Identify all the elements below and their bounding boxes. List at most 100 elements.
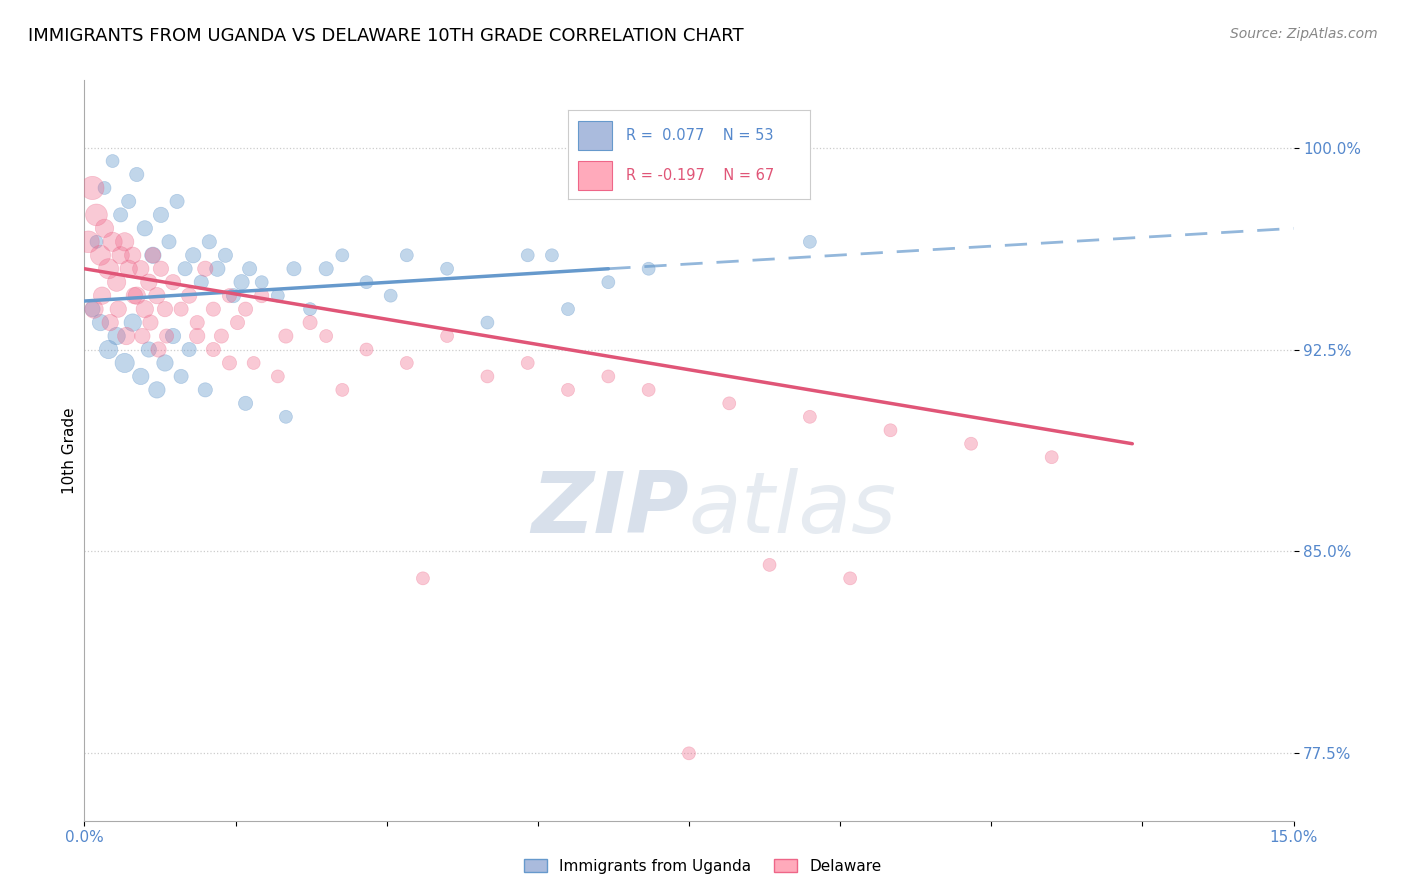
Point (115, 329, 138, 343)
Point (124, 288, 146, 302)
Point (557, 383, 579, 397)
Point (356, 275, 378, 289)
Point (170, 369, 193, 384)
Point (125, 168, 148, 182)
Point (170, 302, 193, 317)
Point (214, 248, 236, 262)
Point (678, 747, 700, 761)
Point (138, 343, 160, 357)
Point (436, 261, 458, 276)
Point (146, 383, 169, 397)
Point (125, 288, 148, 302)
Point (235, 396, 257, 410)
Point (218, 356, 240, 370)
Point (153, 302, 176, 317)
Point (98, 316, 121, 330)
Point (879, 423, 901, 437)
Point (477, 369, 499, 384)
Point (198, 235, 221, 249)
Point (239, 261, 262, 276)
Point (179, 343, 201, 357)
Point (149, 208, 172, 222)
Point (97, 261, 120, 276)
Point (637, 261, 659, 276)
Point (186, 329, 208, 343)
Point (121, 316, 143, 330)
Point (477, 316, 499, 330)
Point (436, 329, 458, 343)
Point (157, 235, 180, 249)
Text: IMMIGRANTS FROM UGANDA VS DELAWARE 10TH GRADE CORRELATION CHART: IMMIGRANTS FROM UGANDA VS DELAWARE 10TH … (28, 27, 744, 45)
Point (153, 356, 176, 370)
Point (598, 369, 620, 384)
Point (299, 302, 322, 317)
Point (250, 275, 273, 289)
Point (89, 248, 111, 262)
Point (356, 343, 378, 357)
Point (181, 248, 204, 262)
Point (105, 275, 128, 289)
Point (86, 235, 108, 249)
Point (110, 248, 132, 262)
Point (139, 316, 162, 330)
Point (218, 288, 240, 302)
Point (129, 261, 152, 276)
Point (149, 261, 172, 276)
Point (138, 275, 160, 289)
Point (395, 356, 418, 370)
Point (114, 235, 136, 249)
Point (226, 316, 249, 330)
Legend: Immigrants from Uganda, Delaware: Immigrants from Uganda, Delaware (517, 853, 889, 880)
Point (557, 302, 579, 317)
Point (412, 571, 434, 585)
Point (82, 181, 104, 195)
Point (118, 261, 141, 276)
Point (758, 558, 780, 572)
Point (202, 343, 225, 357)
Point (186, 316, 208, 330)
Point (91, 288, 114, 302)
Point (166, 194, 188, 209)
Point (267, 288, 290, 302)
Text: Source: ZipAtlas.com: Source: ZipAtlas.com (1230, 27, 1378, 41)
Point (97, 343, 120, 357)
Point (598, 275, 620, 289)
Point (637, 383, 659, 397)
Point (82, 302, 104, 317)
Point (839, 571, 862, 585)
Point (134, 302, 156, 317)
Point (516, 248, 538, 262)
Point (118, 194, 141, 209)
Point (101, 235, 124, 249)
Point (142, 248, 165, 262)
Point (194, 383, 217, 397)
Point (718, 396, 741, 410)
Point (274, 409, 297, 424)
Point (222, 288, 245, 302)
Point (960, 436, 983, 450)
Point (250, 288, 273, 302)
Point (799, 409, 821, 424)
Point (194, 261, 217, 276)
Point (83, 302, 105, 317)
Point (155, 329, 177, 343)
Point (93, 221, 115, 235)
Point (516, 356, 538, 370)
Point (131, 329, 153, 343)
Point (190, 275, 212, 289)
Point (315, 261, 337, 276)
Point (105, 329, 128, 343)
Point (110, 208, 132, 222)
Point (77, 235, 100, 249)
Point (209, 329, 232, 343)
Point (267, 369, 290, 384)
Point (299, 316, 322, 330)
Point (179, 288, 201, 302)
Point (395, 248, 418, 262)
Point (148, 343, 170, 357)
Point (283, 261, 305, 276)
Point (541, 248, 564, 262)
Point (101, 154, 124, 169)
Text: ZIP: ZIP (531, 468, 689, 551)
Point (235, 302, 257, 317)
